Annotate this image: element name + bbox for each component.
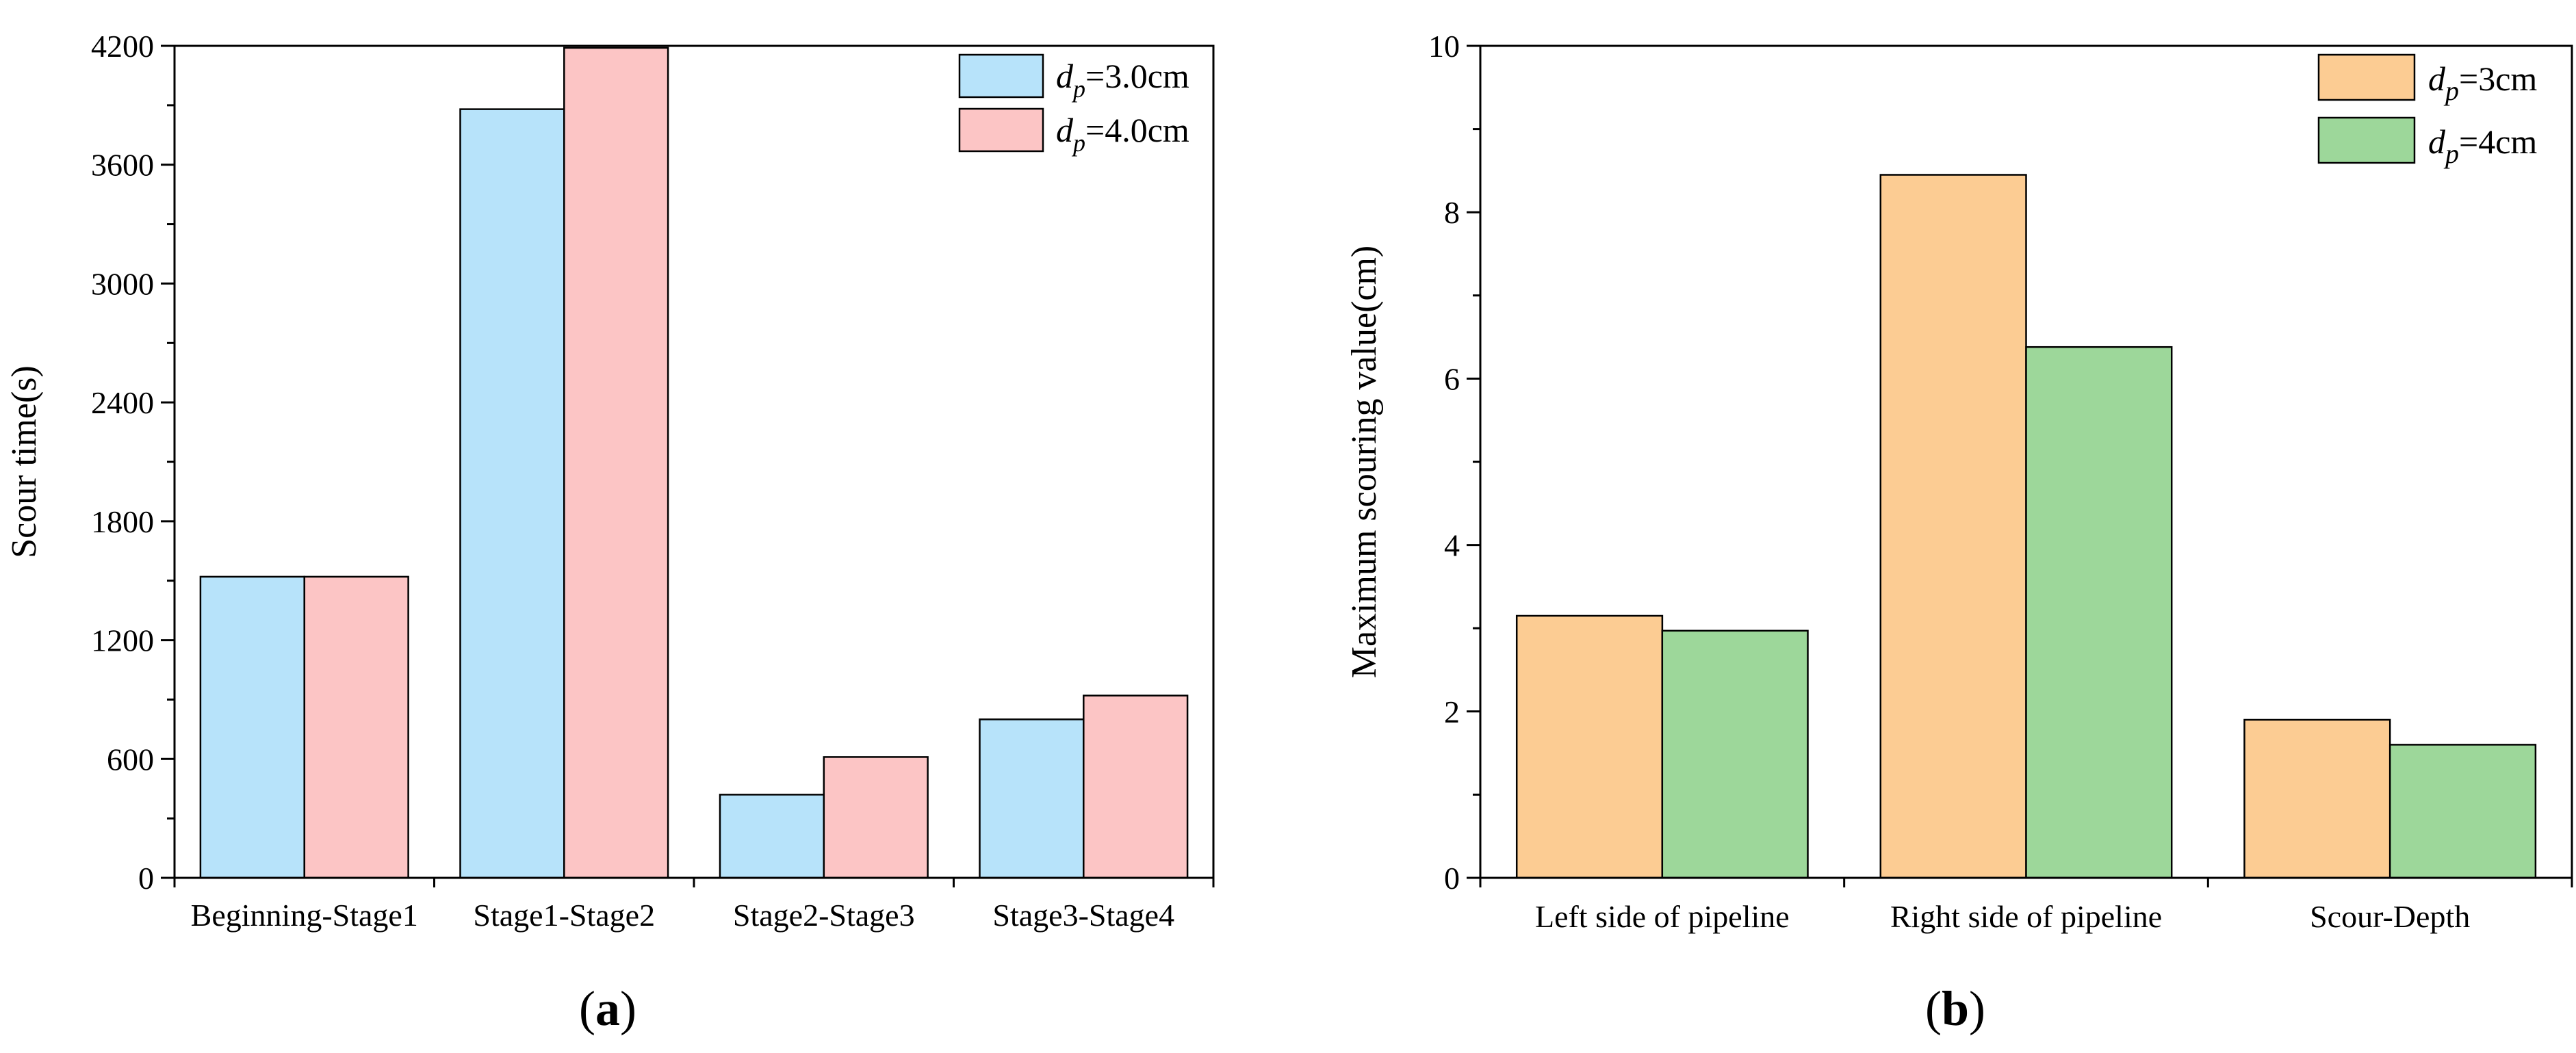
category-label-b-3: Scour-Depth: [2310, 899, 2470, 934]
category-label-a-2: Stage1-Stage2: [473, 898, 655, 933]
category-label-a-4: Stage3-Stage4: [992, 898, 1174, 933]
bar-a-s2-1: [303, 575, 409, 879]
legend-label-b-2: dp=4cm: [2428, 122, 2537, 169]
y-tick-label-a-3: 1800: [91, 504, 154, 539]
legend-label-a-2: dp=4.0cm: [1056, 111, 1189, 157]
y-tick-label-a-7: 4200: [91, 29, 154, 64]
bar-b-s2-1: [1661, 629, 1809, 879]
y-tick-label-b-4: 8: [1444, 195, 1460, 230]
panel-label-b: (b): [1925, 981, 1985, 1036]
y-tick-label-a-1: 600: [107, 742, 154, 777]
legend-swatch-a-2: [958, 107, 1044, 153]
y-tick-label-a-0: 0: [138, 861, 154, 896]
y-tick-label-a-5: 3000: [91, 266, 154, 301]
y-tick-label-b-1: 2: [1444, 694, 1460, 729]
category-label-a-1: Beginning-Stage1: [191, 898, 418, 933]
chart-b: 0 2 4 6 8 10 Left side of pipeline Right side o…: [1345, 29, 2573, 934]
y-tick-label-b-0: 0: [1444, 861, 1460, 896]
y-tick-label-b-3: 6: [1444, 361, 1460, 396]
bar-b-s1-2: [1879, 174, 2027, 879]
category-label-a-3: Stage2-Stage3: [733, 898, 915, 933]
bar-a-s1-4: [979, 718, 1085, 879]
bar-b-s1-3: [2243, 718, 2391, 879]
y-tick-label-a-6: 3600: [91, 148, 154, 183]
y-tick-label-a-2: 1200: [91, 623, 154, 658]
panel-label-a: (a): [579, 981, 636, 1036]
legend-label-a-1: dp=3.0cm: [1056, 57, 1189, 103]
legend-swatch-a-1: [958, 53, 1044, 99]
legend-swatch-b-1: [2317, 53, 2416, 101]
bar-a-s2-2: [563, 47, 669, 879]
bar-a-s1-1: [199, 575, 305, 879]
bar-a-s1-3: [719, 794, 825, 879]
category-label-b-2: Right side of pipeline: [1890, 899, 2162, 934]
category-label-b-1: Left side of pipeline: [1535, 899, 1790, 934]
bar-a-s1-2: [459, 108, 565, 879]
y-tick-label-b-2: 4: [1444, 528, 1460, 563]
y-axis-title-b: Maximum scouring value(cm): [1345, 246, 1384, 679]
legend-swatch-b-2: [2317, 116, 2416, 164]
y-axis-title-a: Scour time(s): [5, 365, 44, 558]
bar-a-s2-3: [823, 756, 929, 879]
bar-b-s2-2: [2025, 346, 2173, 879]
y-tick-label-a-4: 2400: [91, 385, 154, 420]
bar-b-s2-3: [2388, 744, 2537, 879]
bar-a-s2-4: [1083, 694, 1189, 879]
bar-b-s1-1: [1515, 614, 1664, 879]
y-tick-label-b-5: 10: [1428, 29, 1460, 64]
chart-a: 0 600 1200 1800 2400 3000 3600 4200 Beginning-St…: [5, 29, 1215, 933]
legend-label-b-1: dp=3cm: [2428, 60, 2537, 106]
